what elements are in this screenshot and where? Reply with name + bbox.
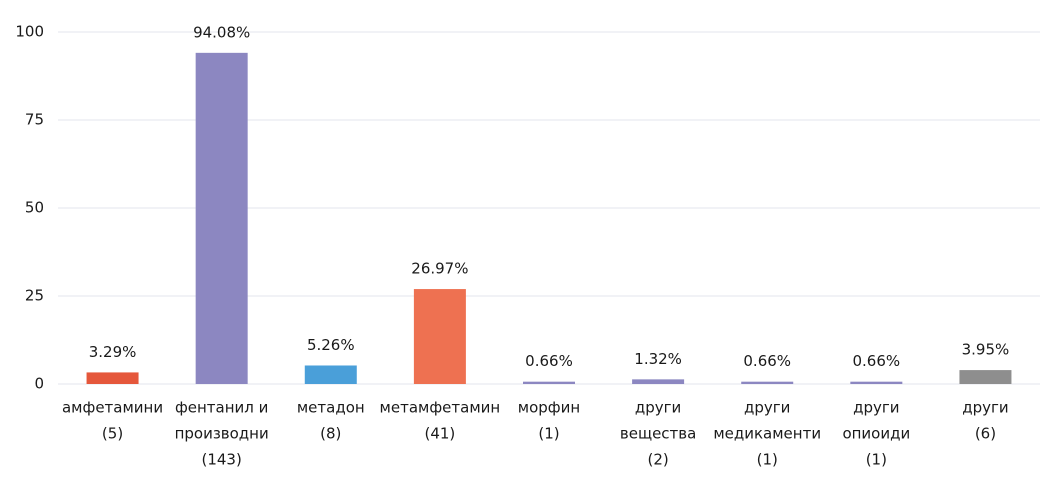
- x-tick-label: (143): [201, 451, 241, 469]
- value-label: 0.66%: [853, 352, 901, 370]
- value-label: 1.32%: [634, 350, 682, 368]
- x-tick-label: (2): [647, 451, 668, 469]
- x-tick-label: фентанил и: [175, 399, 268, 417]
- x-tick-label: (5): [102, 425, 123, 443]
- x-tick-label: (6): [975, 425, 996, 443]
- x-tick-label: медикаменти: [713, 425, 821, 443]
- x-tick-label: (1): [866, 451, 887, 469]
- y-tick-label: 0: [34, 375, 44, 393]
- value-label: 0.66%: [525, 352, 573, 370]
- x-tick-label: други: [853, 399, 899, 417]
- bar: [195, 52, 248, 384]
- x-tick-label: (8): [320, 425, 341, 443]
- x-tick-label: метадон: [297, 399, 365, 417]
- bar: [632, 379, 685, 384]
- x-tick-label: производни: [175, 425, 269, 443]
- x-tick-label: (1): [538, 425, 559, 443]
- bar: [304, 365, 357, 384]
- x-tick-label: вещества: [620, 425, 696, 443]
- x-tick-label: метамфетамин: [380, 399, 501, 417]
- x-tick-label: опиоиди: [842, 425, 910, 443]
- bar: [741, 381, 794, 384]
- bar: [850, 381, 903, 384]
- x-tick-label: амфетамини: [62, 399, 163, 417]
- bar: [86, 372, 139, 384]
- x-tick-label: други: [635, 399, 681, 417]
- x-tick-label: (41): [424, 425, 455, 443]
- y-tick-label: 50: [25, 199, 44, 217]
- bar: [413, 289, 466, 384]
- bar: [959, 370, 1012, 384]
- x-tick-label: други: [962, 399, 1008, 417]
- x-tick-label: други: [744, 399, 790, 417]
- value-label: 94.08%: [193, 23, 250, 41]
- y-tick-label: 25: [25, 287, 44, 305]
- x-tick-label: морфин: [518, 399, 580, 417]
- y-tick-label: 100: [15, 23, 44, 41]
- bar: [523, 381, 575, 384]
- x-tick-label: (1): [757, 451, 778, 469]
- value-label: 3.29%: [89, 343, 137, 361]
- value-label: 3.95%: [962, 341, 1010, 359]
- value-label: 0.66%: [743, 352, 791, 370]
- value-label: 5.26%: [307, 336, 355, 354]
- y-tick-label: 75: [25, 111, 44, 129]
- value-label: 26.97%: [411, 260, 468, 278]
